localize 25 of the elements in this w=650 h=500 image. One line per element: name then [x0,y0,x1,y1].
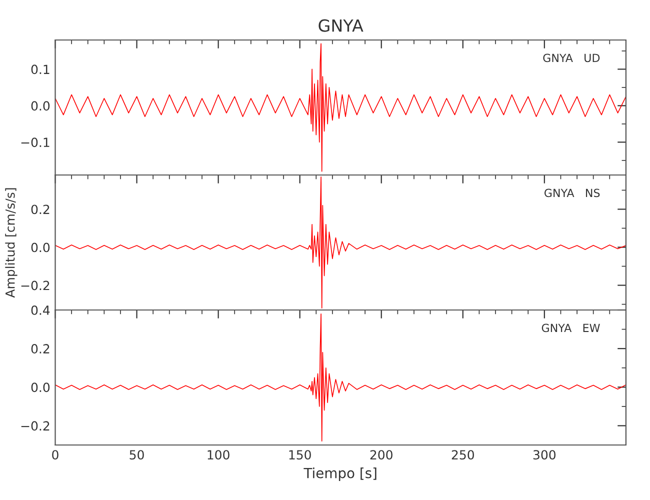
y-tick-label: 0.0 [31,382,50,392]
annotation: GNYA EW [542,324,600,332]
y-tick-label: −0.2 [21,280,50,290]
x-tick-label: 0 [52,450,58,460]
y-tick-label: 0.1 [31,64,50,74]
x-tick-label: 100 [208,450,230,460]
y-tick-label: 0.2 [31,204,50,214]
y-axis-title: Amplitud [cm/s/s] [5,188,18,298]
chart-title: GNYA [318,19,364,32]
x-tick-label: 150 [289,450,311,460]
line-series [55,43,626,172]
annotation: GNYA NS [544,188,600,198]
x-tick-label: 200 [370,450,392,460]
y-tick-label: 0.0 [31,101,50,111]
y-tick-label: 0.2 [31,344,50,354]
y-tick-label: −0.2 [21,421,50,431]
y-tick-label: 0.0 [31,242,50,252]
x-axis-title: Tiempo [s] [304,468,376,481]
line-series [55,313,626,442]
x-tick-label: 50 [130,450,144,460]
y-tick-label: −0.1 [21,138,50,148]
annotation: GNYA UD [543,54,600,62]
x-tick-label: 300 [533,450,556,460]
x-tick-label: 250 [452,450,474,460]
y-tick-label: 0.4 [31,305,50,315]
